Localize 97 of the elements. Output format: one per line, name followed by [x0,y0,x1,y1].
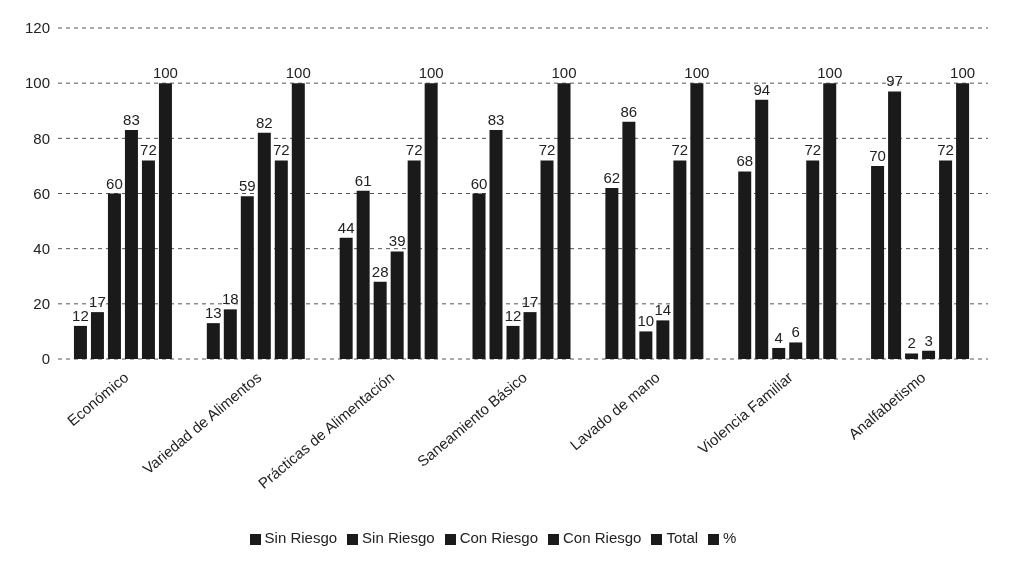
data-label: 100 [285,64,311,82]
bar [141,160,155,359]
y-tick-label: 0 [41,350,50,368]
legend-label: Con Riesgo [563,529,642,546]
data-label: 28 [371,262,389,280]
data-label: 100 [551,64,577,82]
bar [939,160,953,359]
y-tick-label: 100 [24,74,50,92]
data-label: 60 [106,174,123,192]
bar [424,83,438,359]
bar [690,83,704,359]
data-label: 94 [753,80,771,98]
data-label: 4 [774,328,783,346]
bar [622,121,636,359]
data-label: 13 [204,304,222,322]
data-label: 44 [337,218,355,236]
data-label: 2 [907,334,916,352]
bar [489,130,503,359]
bar [373,281,387,359]
bar [206,323,220,359]
legend-label: Sin Riesgo [362,529,435,546]
data-label: 72 [937,141,954,159]
bar [823,83,837,359]
bar [124,130,138,359]
data-label: 39 [388,232,406,250]
data-label: 17 [521,293,539,311]
data-label: 60 [470,174,488,192]
bar [806,160,820,359]
data-label: 59 [238,177,256,195]
bar [755,99,769,359]
bar [223,309,237,359]
bar [158,83,172,359]
data-label: 83 [487,111,505,129]
bar [472,193,486,359]
bar [540,160,554,359]
bar [107,193,121,359]
y-tick-label: 80 [33,129,50,147]
data-label: 17 [89,293,106,311]
bar [772,347,786,359]
bar [888,91,902,359]
data-label: 72 [804,141,822,159]
y-tick-label: 20 [33,295,50,313]
y-tick-label: 60 [33,184,50,202]
bar [90,312,104,359]
data-label: 10 [637,312,655,330]
data-label: 100 [684,64,710,82]
data-label: 83 [123,111,140,129]
bar [673,160,687,359]
data-label: 97 [886,72,903,90]
data-label: 14 [654,301,672,319]
data-label: 3 [924,331,933,349]
bar [905,353,919,359]
data-label: 100 [152,64,178,82]
bar [956,83,970,359]
data-label: 100 [817,64,843,82]
bar [339,237,353,359]
bar [274,160,288,359]
data-label: 72 [140,141,157,159]
data-label: 61 [354,171,372,189]
bar [922,350,936,359]
bar [506,325,520,359]
data-label: 72 [671,141,689,159]
data-label: 68 [736,152,754,170]
bar [557,83,571,359]
bar [523,312,537,359]
bar [738,171,752,359]
bar [356,190,370,359]
bar [639,331,653,359]
y-tick-label: 120 [24,19,50,37]
data-label: 100 [950,64,976,82]
legend-label: Sin Riesgo [264,529,338,546]
bar [871,165,885,359]
legend-label: % [723,529,737,546]
bar [240,196,254,359]
data-label: 12 [504,306,522,324]
bar [390,251,404,359]
data-label: 72 [405,141,423,159]
data-label: 12 [72,306,89,324]
data-label: 82 [255,113,273,131]
data-label: 86 [620,102,638,120]
bar [656,320,670,359]
data-label: 100 [418,64,444,82]
data-label: 18 [221,290,239,308]
data-label: 72 [538,141,556,159]
bar [605,187,619,359]
legend-label: Con Riesgo [459,529,539,546]
data-label: 62 [603,168,621,186]
legend-label: Total [666,529,699,546]
bar [407,160,421,359]
bar [257,132,271,359]
data-label: 6 [791,323,800,341]
bar [73,325,87,359]
data-label: 70 [869,146,886,164]
y-tick-label: 40 [33,239,50,257]
bar [291,83,305,359]
data-label: 72 [272,141,290,159]
bar [789,342,803,359]
